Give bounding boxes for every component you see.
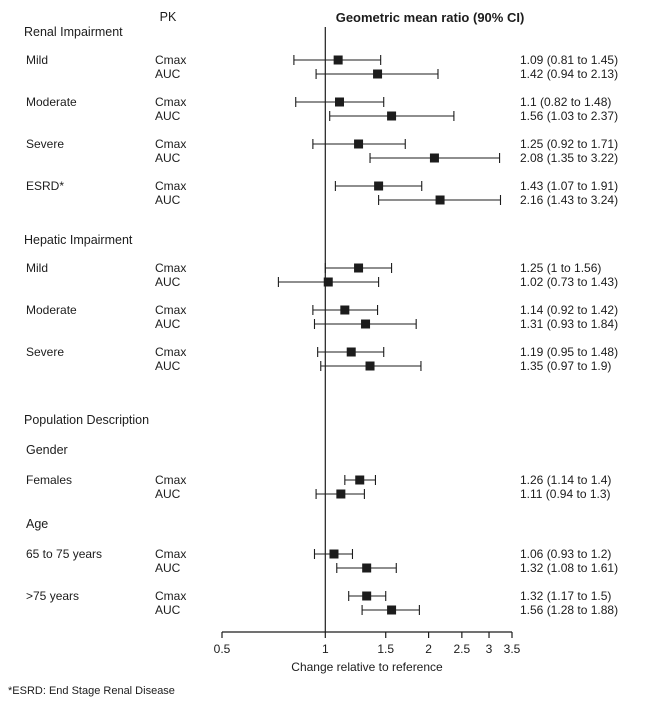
mean-marker xyxy=(355,475,365,485)
mean-marker xyxy=(340,305,350,315)
subsection-heading: Gender xyxy=(26,443,68,457)
mean-marker xyxy=(362,563,372,573)
section-heading: Hepatic Impairment xyxy=(24,233,133,247)
value-label: 1.56 (1.28 to 1.88) xyxy=(520,603,618,617)
mean-marker xyxy=(374,181,384,191)
pk-column-header: PK xyxy=(160,10,177,24)
mean-marker xyxy=(373,69,383,79)
mean-marker xyxy=(336,489,346,499)
item-label: Mild xyxy=(26,53,48,67)
mean-marker xyxy=(354,263,364,273)
value-label: 2.16 (1.43 to 3.24) xyxy=(520,193,618,207)
pk-label: Cmax xyxy=(155,345,186,359)
pk-label: Cmax xyxy=(155,179,186,193)
footnote-esrd: *ESRD: End Stage Renal Disease xyxy=(8,685,175,697)
value-label: 1.32 (1.17 to 1.5) xyxy=(520,589,611,603)
pk-label: Cmax xyxy=(155,589,186,603)
value-label: 1.42 (0.94 to 2.13) xyxy=(520,67,618,81)
pk-label: Cmax xyxy=(155,53,186,67)
section-heading: Renal Impairment xyxy=(24,25,123,39)
pk-label: AUC xyxy=(155,561,181,575)
value-label: 2.08 (1.35 to 3.22) xyxy=(520,151,618,165)
item-label: ESRD* xyxy=(26,179,64,193)
mean-marker xyxy=(387,111,397,121)
mean-marker xyxy=(361,319,371,329)
x-tick-label: 1 xyxy=(322,642,329,656)
mean-marker xyxy=(429,153,439,163)
mean-marker xyxy=(323,277,333,287)
subsection-heading: Age xyxy=(26,517,48,531)
pk-label: Cmax xyxy=(155,95,186,109)
pk-label: AUC xyxy=(155,109,181,123)
item-label: Severe xyxy=(26,137,64,151)
mean-marker xyxy=(435,195,445,205)
value-label: 1.06 (0.93 to 1.2) xyxy=(520,547,611,561)
item-label: Females xyxy=(26,473,72,487)
mean-marker xyxy=(362,591,372,601)
x-tick-label: 0.5 xyxy=(214,642,231,656)
value-label: 1.25 (0.92 to 1.71) xyxy=(520,137,618,151)
value-label: 1.1 (0.82 to 1.48) xyxy=(520,95,611,109)
x-tick-label: 2.5 xyxy=(454,642,471,656)
item-label: 65 to 75 years xyxy=(26,547,102,561)
value-label: 1.14 (0.92 to 1.42) xyxy=(520,303,618,317)
item-label: Moderate xyxy=(26,303,77,317)
mean-marker xyxy=(335,97,345,107)
value-label: 1.11 (0.94 to 1.3) xyxy=(520,487,611,501)
pk-label: AUC xyxy=(155,193,181,207)
pk-label: AUC xyxy=(155,603,181,617)
pk-label: Cmax xyxy=(155,137,186,151)
item-label: >75 years xyxy=(26,589,79,603)
pk-label: Cmax xyxy=(155,547,186,561)
value-label: 1.02 (0.73 to 1.43) xyxy=(520,275,618,289)
mean-marker xyxy=(333,55,343,65)
pk-label: AUC xyxy=(155,275,181,289)
item-label: Mild xyxy=(26,261,48,275)
value-label: 1.25 (1 to 1.56) xyxy=(520,261,601,275)
mean-marker xyxy=(329,549,339,559)
mean-marker xyxy=(387,605,397,615)
pk-label: Cmax xyxy=(155,473,186,487)
x-tick-label: 3.5 xyxy=(504,642,521,656)
mean-marker xyxy=(365,361,375,371)
pk-label: AUC xyxy=(155,67,181,81)
value-label: 1.19 (0.95 to 1.48) xyxy=(520,345,618,359)
x-axis-label: Change relative to reference xyxy=(291,660,443,674)
mean-marker xyxy=(354,139,364,149)
plot-content: 0.5 1 1.5 2 2.5 3 3.5 Renal Impairment Mild Cmax 1… xyxy=(24,25,618,656)
value-label: 1.56 (1.03 to 2.37) xyxy=(520,109,618,123)
pk-label: AUC xyxy=(155,317,181,331)
pk-label: AUC xyxy=(155,487,181,501)
section-heading: Population Description xyxy=(24,413,149,427)
value-label: 1.26 (1.14 to 1.4) xyxy=(520,473,611,487)
x-tick-label: 2 xyxy=(425,642,432,656)
value-label: 1.32 (1.08 to 1.61) xyxy=(520,561,618,575)
x-tick-label: 3 xyxy=(486,642,493,656)
value-label: 1.43 (1.07 to 1.91) xyxy=(520,179,618,193)
pk-label: Cmax xyxy=(155,303,186,317)
value-label: 1.35 (0.97 to 1.9) xyxy=(520,359,611,373)
item-label: Severe xyxy=(26,345,64,359)
value-label: 1.09 (0.81 to 1.45) xyxy=(520,53,618,67)
x-tick-label: 1.5 xyxy=(377,642,394,656)
mean-marker xyxy=(346,347,356,357)
pk-label: AUC xyxy=(155,151,181,165)
value-label: 1.31 (0.93 to 1.84) xyxy=(520,317,618,331)
pk-label: Cmax xyxy=(155,261,186,275)
chart-title: Geometric mean ratio (90% CI) xyxy=(336,10,525,25)
pk-label: AUC xyxy=(155,359,181,373)
item-label: Moderate xyxy=(26,95,77,109)
